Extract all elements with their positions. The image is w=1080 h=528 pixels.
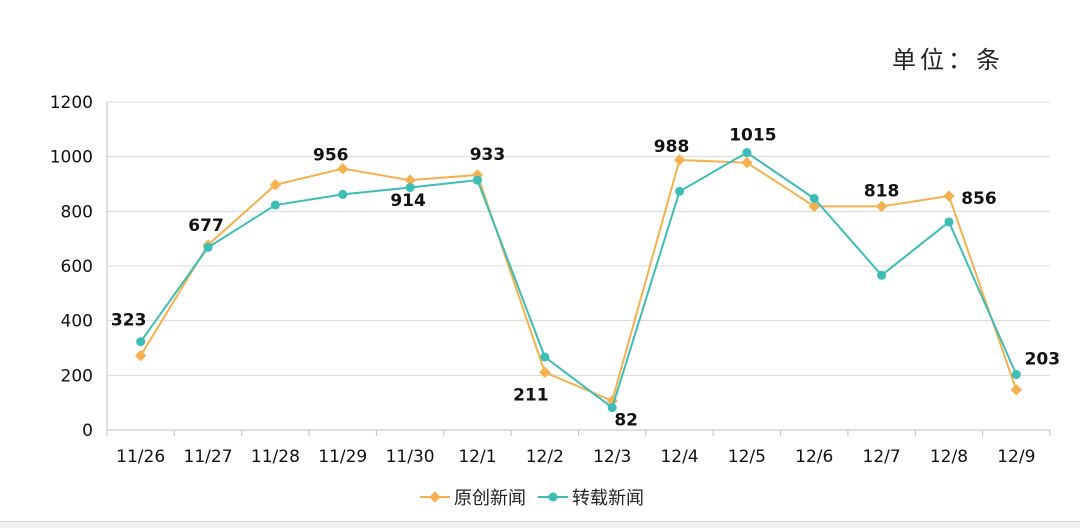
data-point (540, 352, 550, 362)
data-label: 856 (961, 189, 997, 209)
axes (106, 102, 1051, 436)
data-point (741, 157, 753, 169)
data-label: 211 (513, 385, 549, 405)
data-point (875, 200, 888, 213)
data-point (607, 403, 617, 413)
x-tick-label: 11/26 (116, 447, 165, 467)
data-point (742, 148, 752, 158)
data-label: 933 (470, 145, 506, 165)
data-point (405, 183, 415, 193)
data-label: 677 (188, 216, 224, 236)
data-point (270, 200, 280, 210)
data-point (404, 174, 416, 186)
data-label: 818 (864, 181, 900, 201)
data-label: 956 (313, 146, 349, 166)
data-point (337, 163, 349, 175)
gridlines (107, 101, 1050, 376)
data-point (136, 337, 146, 347)
x-tick-label: 12/2 (526, 447, 564, 467)
data-point (944, 217, 954, 227)
x-tick-label: 12/6 (795, 447, 833, 467)
data-label: 988 (654, 137, 690, 157)
unit-label: 单位：条 (892, 46, 1004, 74)
bottom-divider (0, 521, 1080, 528)
data-label: 203 (1025, 350, 1061, 370)
y-tick-label: 200 (61, 366, 93, 386)
data-point (269, 179, 282, 191)
data-label: 1015 (729, 126, 776, 146)
legend-label: 原创新闻 (454, 488, 526, 509)
y-tick-label: 800 (61, 202, 93, 222)
series-lines (135, 148, 1022, 413)
data-point (539, 366, 551, 378)
data-point (675, 186, 685, 196)
legend: 原创新闻 转载新闻 (420, 488, 644, 509)
data-point (1011, 370, 1021, 380)
data-point (877, 270, 887, 280)
x-tick-label: 11/30 (386, 447, 435, 467)
y-tick-label: 400 (61, 312, 93, 332)
y-tick-label: 1000 (50, 148, 93, 168)
x-tick-labels: 11/26 11/27 11/28 11/29 11/30 12/1 12/2 12/3 12/… (116, 447, 1035, 467)
legend-label: 转载新闻 (572, 488, 644, 509)
x-tick-label: 11/28 (251, 447, 300, 467)
x-tick-label: 12/8 (930, 447, 968, 467)
x-tick-label: 12/1 (458, 447, 496, 467)
legend-marker (429, 491, 441, 503)
x-tick-label: 12/5 (728, 447, 766, 467)
data-point (673, 154, 686, 166)
data-point (472, 175, 482, 185)
data-label: 82 (614, 411, 638, 431)
data-point (203, 242, 213, 252)
y-tick-label: 0 (82, 421, 93, 441)
data-point (135, 349, 147, 362)
x-tick-label: 12/7 (863, 447, 901, 467)
data-labels: 323 677 956 914 933 211 82 988 1015 818 856 203 (111, 126, 1060, 431)
x-tick-label: 11/27 (184, 447, 233, 467)
data-point (1010, 384, 1022, 396)
y-tick-label: 600 (61, 257, 93, 277)
x-tick-label: 11/29 (318, 447, 367, 467)
x-tick-label: 12/9 (997, 447, 1035, 467)
data-label: 323 (111, 311, 147, 331)
y-tick-label: 1200 (50, 93, 93, 113)
legend-marker (548, 492, 558, 502)
data-label: 914 (390, 191, 426, 211)
data-point (808, 200, 820, 213)
x-tick-label: 12/4 (660, 447, 698, 467)
series-line (139, 158, 1018, 403)
series-line (139, 151, 1018, 410)
x-tick-label: 12/3 (593, 447, 631, 467)
data-point (809, 193, 819, 203)
y-tick-labels: 0 200 400 600 800 1000 1200 (50, 93, 93, 441)
data-point (943, 190, 955, 202)
data-point (338, 189, 348, 199)
